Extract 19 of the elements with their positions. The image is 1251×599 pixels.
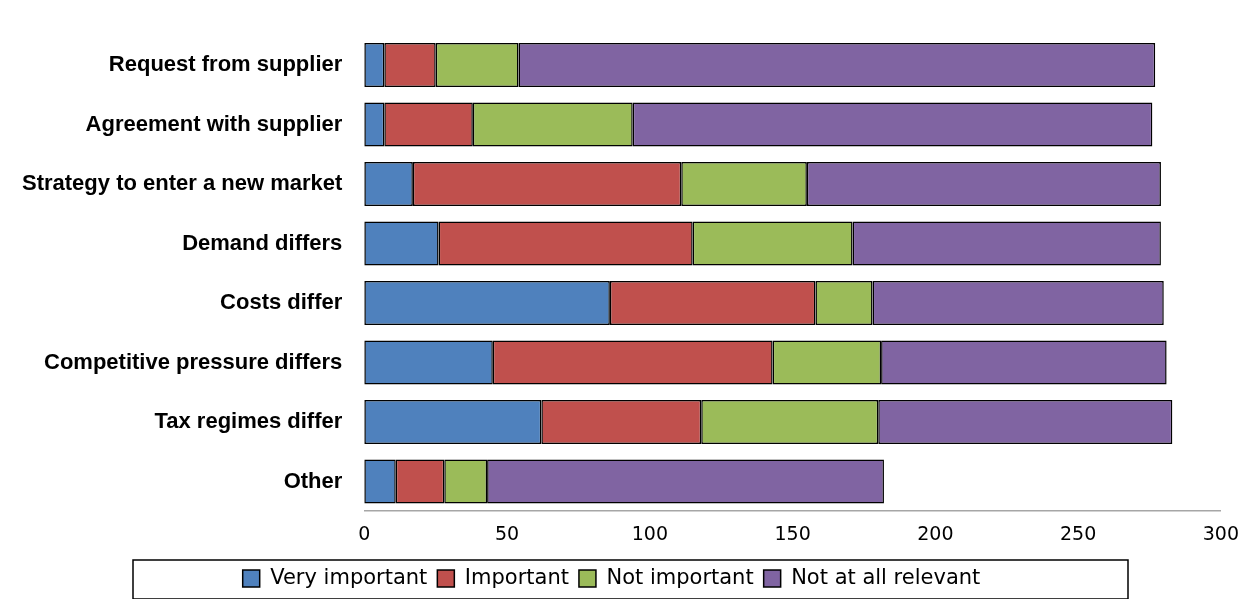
x-tick-label: 100 — [631, 521, 668, 544]
y-tick-label: Other — [283, 467, 343, 493]
x-tick-label: 250 — [1059, 521, 1097, 544]
legend-label: Important — [464, 564, 569, 589]
x-tick-label: 200 — [917, 521, 954, 544]
y-tick-label: Strategy to enter a new market — [21, 170, 343, 196]
x-tick-label: 150 — [774, 521, 811, 544]
y-tick-label: Costs differ — [220, 289, 343, 315]
y-tick-label: Tax regimes differ — [154, 408, 343, 434]
x-tick-label: 0 — [358, 521, 371, 544]
x-tick-label: 300 — [1202, 521, 1239, 544]
legend-label: Not at all relevant — [791, 564, 981, 589]
x-tick-label: 50 — [494, 521, 520, 544]
legend-label: Very important — [270, 564, 428, 589]
y-tick-label: Competitive pressure differs — [44, 348, 343, 374]
legend-label: Not important — [606, 564, 754, 589]
y-tick-label: Demand differs — [182, 229, 343, 255]
y-tick-label: Agreement with supplier — [85, 110, 343, 136]
y-tick-label: Request from supplier — [108, 51, 343, 77]
